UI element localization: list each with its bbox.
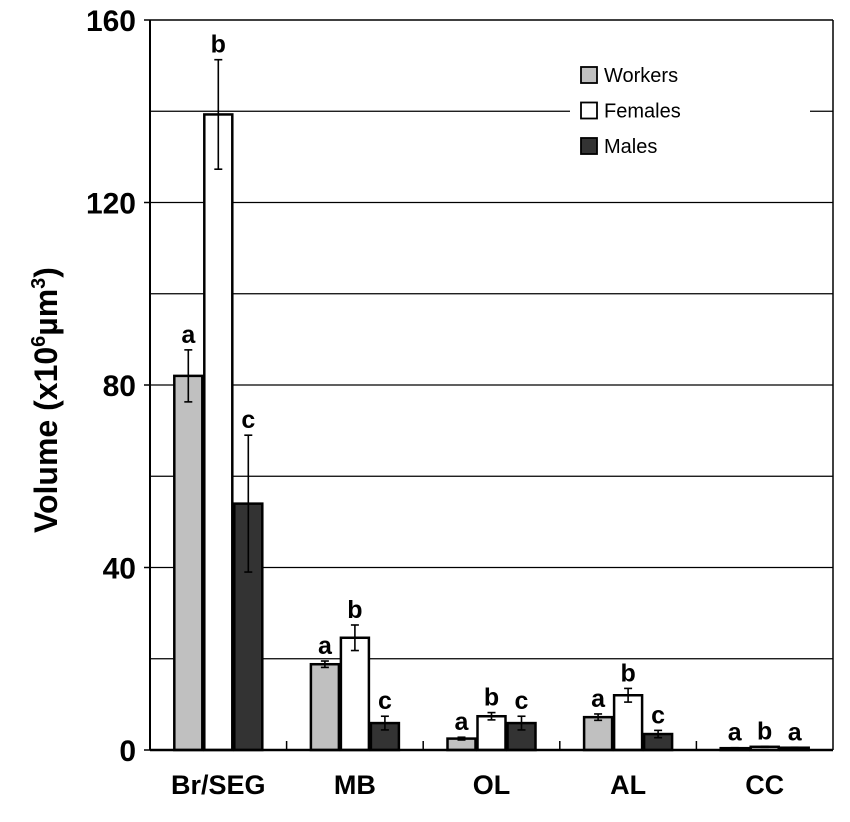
y-tick-label: 120: [86, 188, 136, 221]
axes: [144, 19, 834, 752]
legend-label: Females: [604, 101, 681, 123]
x-tick-labels: Br/SEG MB OL AL CC: [171, 770, 784, 800]
bar-workers: [173, 374, 204, 752]
y-tick-label: 80: [103, 370, 136, 403]
significance-letter: a: [181, 321, 196, 349]
significance-letter: a: [318, 632, 333, 660]
bar-males: [506, 721, 537, 752]
legend-swatch-males: [580, 137, 598, 155]
significance-letter: a: [455, 708, 470, 736]
x-tick-label: Br/SEG: [171, 770, 266, 800]
legend-swatch-workers: [580, 66, 598, 84]
legend-label: Males: [604, 136, 657, 158]
significance-letter: b: [620, 659, 635, 687]
significance-letter: a: [728, 719, 743, 747]
x-tick-label: CC: [745, 770, 784, 800]
significance-letter: c: [378, 687, 392, 715]
legend: Workers Females Males: [570, 56, 810, 164]
gridlines: [150, 110, 833, 660]
y-axis-title: Volume (x106µm3): [28, 267, 64, 533]
legend-swatch-females: [580, 101, 598, 120]
bar-females: [203, 113, 234, 752]
bar-workers: [582, 715, 614, 752]
y-tick-label: 0: [119, 735, 136, 768]
significance-letter: a: [788, 718, 803, 746]
x-tick-label: AL: [610, 770, 646, 800]
y-tick-label: 160: [86, 5, 136, 38]
significance-letter: c: [515, 687, 529, 715]
significance-letter: a: [591, 685, 606, 713]
legend-background: [570, 56, 810, 164]
bar-females: [476, 714, 507, 752]
x-tick-label: OL: [473, 770, 511, 800]
significance-letter: b: [347, 596, 362, 624]
legend-label: Workers: [604, 65, 678, 87]
y-tick-labels: 0 40 80 120 160: [86, 5, 136, 768]
bar-females: [339, 636, 371, 752]
bar-females: [612, 694, 644, 752]
bar-workers: [309, 662, 341, 752]
significance-letter: b: [484, 684, 499, 712]
y-tick-label: 40: [103, 553, 136, 586]
significance-letter: c: [241, 406, 255, 434]
significance-letter: c: [651, 701, 665, 729]
significance-letter: b: [211, 31, 226, 59]
significance-letter: b: [757, 717, 772, 745]
x-tick-label: MB: [334, 770, 376, 800]
